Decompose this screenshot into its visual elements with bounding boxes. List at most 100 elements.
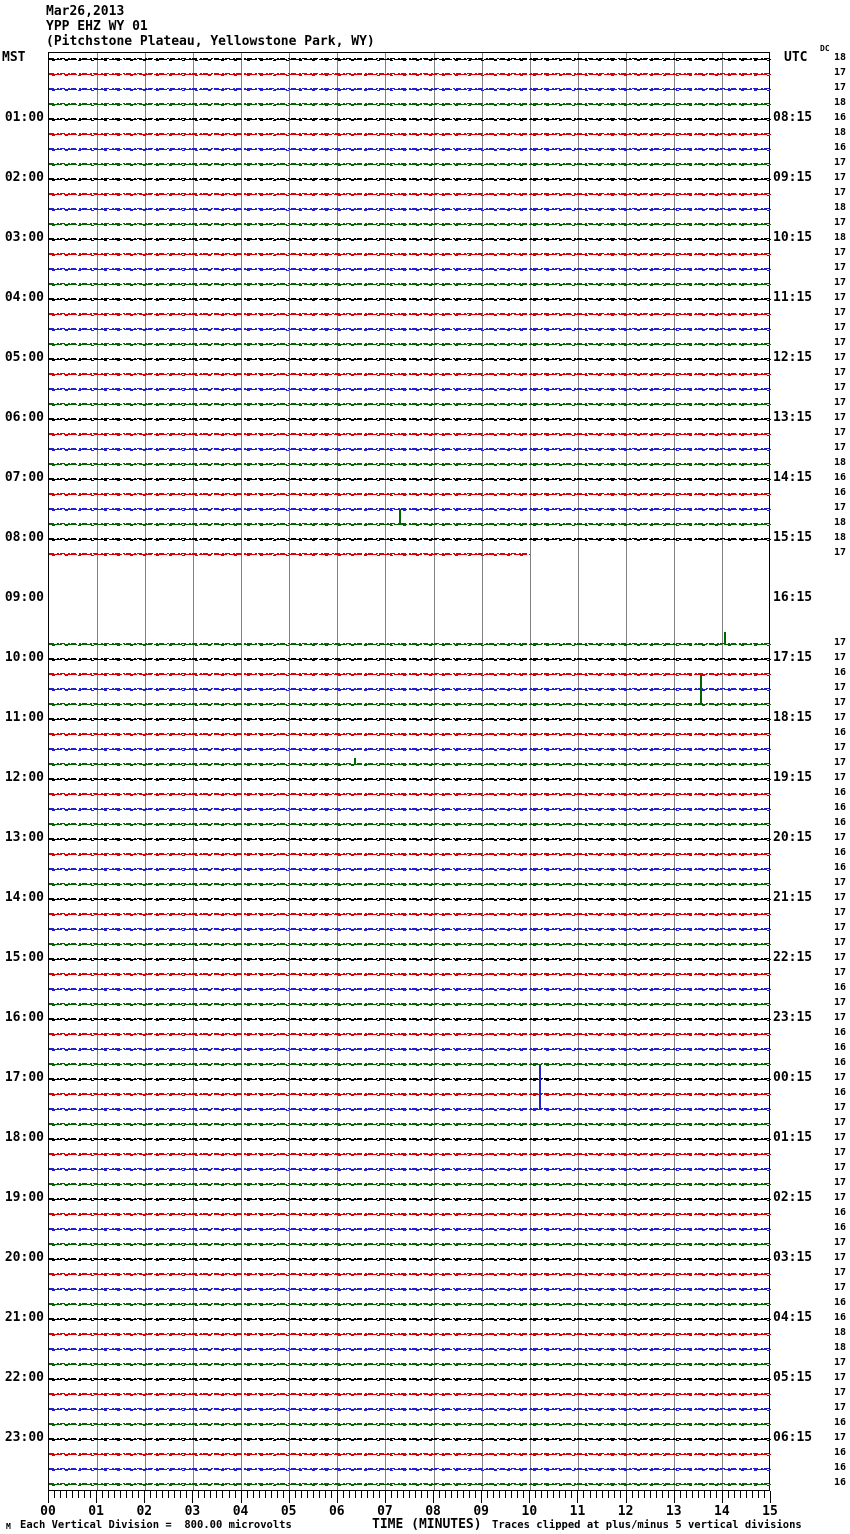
dc-offset-value: 17 (833, 367, 846, 378)
x-axis-minor-tick (415, 1491, 417, 1498)
x-axis-minor-tick (463, 1491, 465, 1498)
trace-row (49, 283, 771, 286)
x-axis-minor-tick (306, 1491, 308, 1498)
dc-offset-value: 17 (833, 247, 846, 258)
trace-row (49, 1243, 771, 1246)
dc-offset-value: 17 (833, 1192, 846, 1203)
mst-hour-label: 19:00 (4, 1190, 44, 1205)
x-axis-tick-label: 14 (714, 1504, 730, 1519)
trace-row (49, 883, 771, 886)
minute-gridline (96, 53, 98, 1490)
utc-hour-label: 00:15 (773, 1070, 813, 1085)
x-axis-minor-tick (294, 1491, 296, 1498)
dc-offset-value: 17 (833, 952, 846, 963)
trace-row (49, 808, 771, 811)
dc-offset-value: 17 (833, 1432, 846, 1443)
mst-hour-label: 05:00 (4, 350, 44, 365)
minute-gridline (385, 53, 387, 1490)
x-axis-minor-tick (252, 1491, 254, 1498)
utc-hour-label: 15:15 (773, 530, 813, 545)
dc-offset-value: 17 (833, 772, 846, 783)
x-axis-minor-tick (559, 1491, 561, 1498)
trace-row (49, 1438, 771, 1441)
dc-offset-value: 17 (833, 1147, 846, 1158)
x-axis-minor-tick (619, 1491, 621, 1498)
x-axis-tick-label: 08 (425, 1504, 441, 1519)
trace-row (49, 928, 771, 931)
x-axis-major-tick (625, 1491, 627, 1503)
dc-offset-value: 17 (833, 217, 846, 228)
dc-offset-value: 16 (833, 1297, 846, 1308)
mst-hour-label: 13:00 (4, 830, 44, 845)
trace-row (49, 1078, 771, 1081)
dc-offset-value: 17 (833, 1282, 846, 1293)
x-axis-tick-label: 03 (184, 1504, 201, 1519)
x-axis-minor-tick (499, 1491, 501, 1498)
dc-offset-value: 17 (833, 157, 846, 168)
trace-row (49, 853, 771, 856)
x-axis-major-tick (48, 1491, 49, 1503)
date-title: Mar26,2013 (46, 4, 125, 19)
dc-offset-value: 16 (833, 112, 846, 123)
trace-row (49, 1288, 771, 1291)
x-axis-major-tick (721, 1491, 723, 1503)
x-axis-minor-tick (378, 1491, 380, 1498)
vertical-division-note: Each Vertical Division = 800.00 microvol… (20, 1519, 292, 1531)
dc-offset-value: 17 (833, 1072, 846, 1083)
x-axis-minor-tick (246, 1491, 248, 1498)
trace-row (49, 838, 771, 841)
dc-offset-value: 17 (833, 1132, 846, 1143)
dc-offset-value: 17 (833, 352, 846, 363)
trace-row (49, 1378, 771, 1381)
dc-offset-value: 16 (833, 982, 846, 993)
dc-offset-value: 16 (833, 817, 846, 828)
dc-offset-value: 17 (833, 187, 846, 198)
dc-offset-value: 17 (833, 742, 846, 753)
trace-row (49, 1108, 771, 1111)
x-axis-minor-tick (150, 1491, 152, 1498)
x-axis-minor-tick (204, 1491, 206, 1498)
trace-row (49, 1483, 771, 1486)
x-axis-minor-tick (312, 1491, 314, 1498)
x-axis-minor-tick (162, 1491, 164, 1498)
dc-offset-value: 17 (833, 412, 846, 423)
trace-row (49, 1273, 771, 1276)
x-axis-minor-tick (210, 1491, 212, 1498)
utc-hour-label: 20:15 (773, 830, 813, 845)
trace-row (49, 223, 771, 226)
dc-offset-value: 17 (833, 757, 846, 768)
trace-row (49, 673, 771, 676)
trace-row (49, 388, 771, 391)
x-axis-tick-label: 02 (136, 1504, 153, 1519)
x-axis-minor-tick (120, 1491, 122, 1498)
dc-offset-value: 18 (833, 97, 846, 108)
trace-row (49, 418, 771, 421)
mst-hour-label: 17:00 (4, 1070, 44, 1085)
mst-hour-label: 15:00 (4, 950, 44, 965)
trace-row (49, 988, 771, 991)
trace-row (49, 748, 771, 751)
dc-offset-value: 16 (833, 1447, 846, 1458)
utc-hour-label: 12:15 (773, 350, 813, 365)
dc-offset-value: 17 (833, 652, 846, 663)
dc-offset-value: 16 (833, 1312, 846, 1323)
x-axis-minor-tick (330, 1491, 332, 1498)
minute-gridline (241, 53, 243, 1490)
dc-offset-value: 17 (833, 1177, 846, 1188)
dc-offset-value: 16 (833, 1042, 846, 1053)
x-axis-minor-tick (643, 1491, 645, 1498)
x-axis-minor-tick (715, 1491, 717, 1498)
trace-row (49, 703, 771, 706)
minute-gridline (674, 53, 676, 1490)
mst-hour-label: 22:00 (4, 1370, 44, 1385)
trace-row (49, 313, 771, 316)
x-axis-minor-tick (54, 1491, 56, 1498)
dc-offset-value: 17 (833, 712, 846, 723)
trace-row (49, 523, 771, 526)
x-axis-minor-tick (523, 1491, 525, 1498)
x-axis-minor-tick (757, 1491, 759, 1498)
x-axis-tick-label: 07 (377, 1504, 393, 1519)
dc-offset-value: 17 (833, 397, 846, 408)
x-axis-minor-tick (727, 1491, 729, 1498)
trace-row (49, 1063, 771, 1066)
